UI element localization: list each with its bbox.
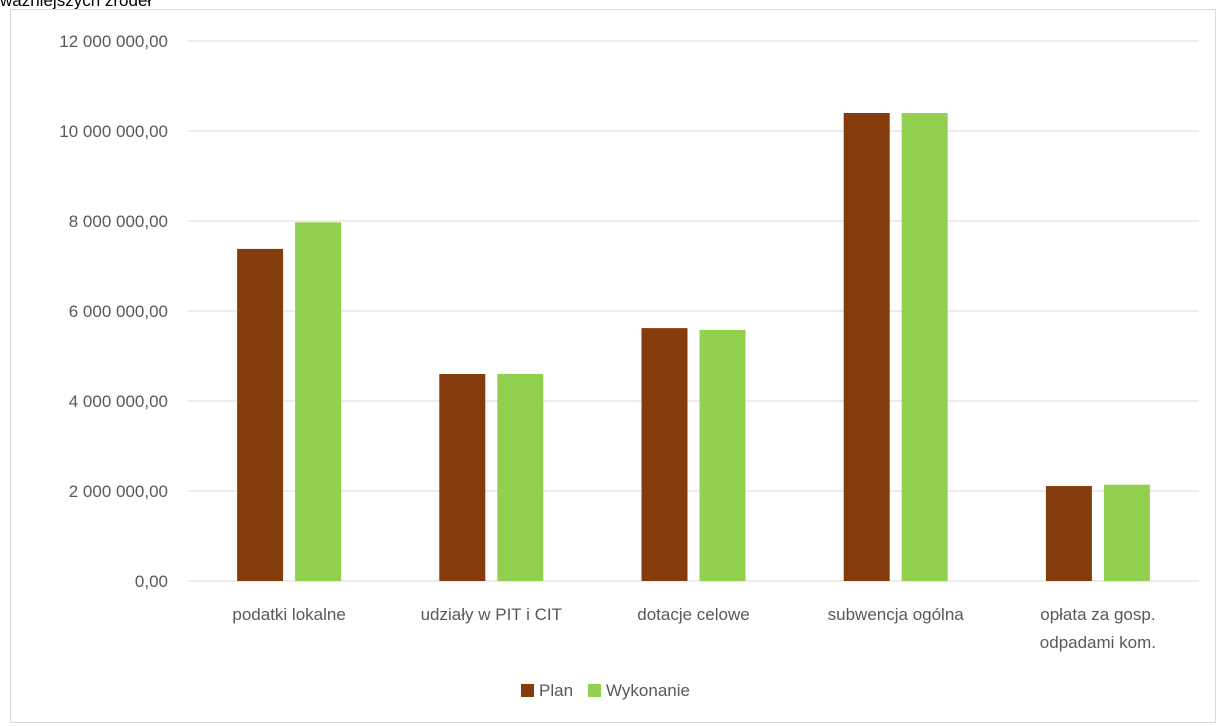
bar-plan — [439, 374, 486, 581]
bar-plan — [1045, 486, 1092, 581]
bar-plan — [641, 328, 688, 581]
y-tick-label: 4 000 000,00 — [69, 392, 168, 411]
y-tick-label: 10 000 000,00 — [59, 122, 168, 141]
bar-plan — [237, 248, 284, 581]
legend: Plan Wykonanie — [521, 681, 690, 700]
legend-swatch-wykonanie — [588, 684, 602, 697]
clipped-caption: ważniejszych źródeł — [0, 0, 152, 10]
bar-wykonanie — [1103, 484, 1150, 581]
x-category-label: dotacje celowe — [637, 605, 749, 624]
bar-plan — [843, 113, 890, 581]
bar-wykonanie — [497, 374, 544, 581]
bar-wykonanie — [295, 222, 342, 581]
y-tick-label: 8 000 000,00 — [69, 212, 168, 231]
x-category-label: subwencja ogólna — [828, 605, 965, 624]
bar-wykonanie — [901, 113, 948, 581]
y-tick-label: 6 000 000,00 — [69, 302, 168, 321]
y-tick-label: 2 000 000,00 — [69, 482, 168, 501]
y-tick-label: 0,00 — [135, 572, 168, 591]
bar-chart: 0,00 2 000 000,00 4 000 000,00 6 000 000,00… — [59, 32, 1199, 700]
legend-label-plan: Plan — [539, 681, 573, 700]
y-axis-tick-labels: 0,00 2 000 000,00 4 000 000,00 6 000 000,00… — [59, 32, 168, 591]
bar-wykonanie — [699, 329, 746, 581]
y-tick-label: 12 000 000,00 — [59, 32, 168, 51]
x-axis-category-labels: podatki lokalne udziały w PIT i CIT dotacj… — [232, 605, 1156, 652]
chart-frame: 0,00 2 000 000,00 4 000 000,00 6 000 000,00… — [10, 9, 1216, 723]
legend-label-wykonanie: Wykonanie — [606, 681, 690, 700]
bars — [237, 113, 1150, 581]
legend-swatch-plan — [521, 684, 534, 697]
x-category-label: udziały w PIT i CIT — [421, 605, 562, 624]
x-category-label: opłata za gosp. — [1040, 605, 1155, 624]
x-category-label: odpadami kom. — [1040, 633, 1156, 652]
gridlines — [188, 40, 1199, 582]
x-category-label: podatki lokalne — [232, 605, 345, 624]
